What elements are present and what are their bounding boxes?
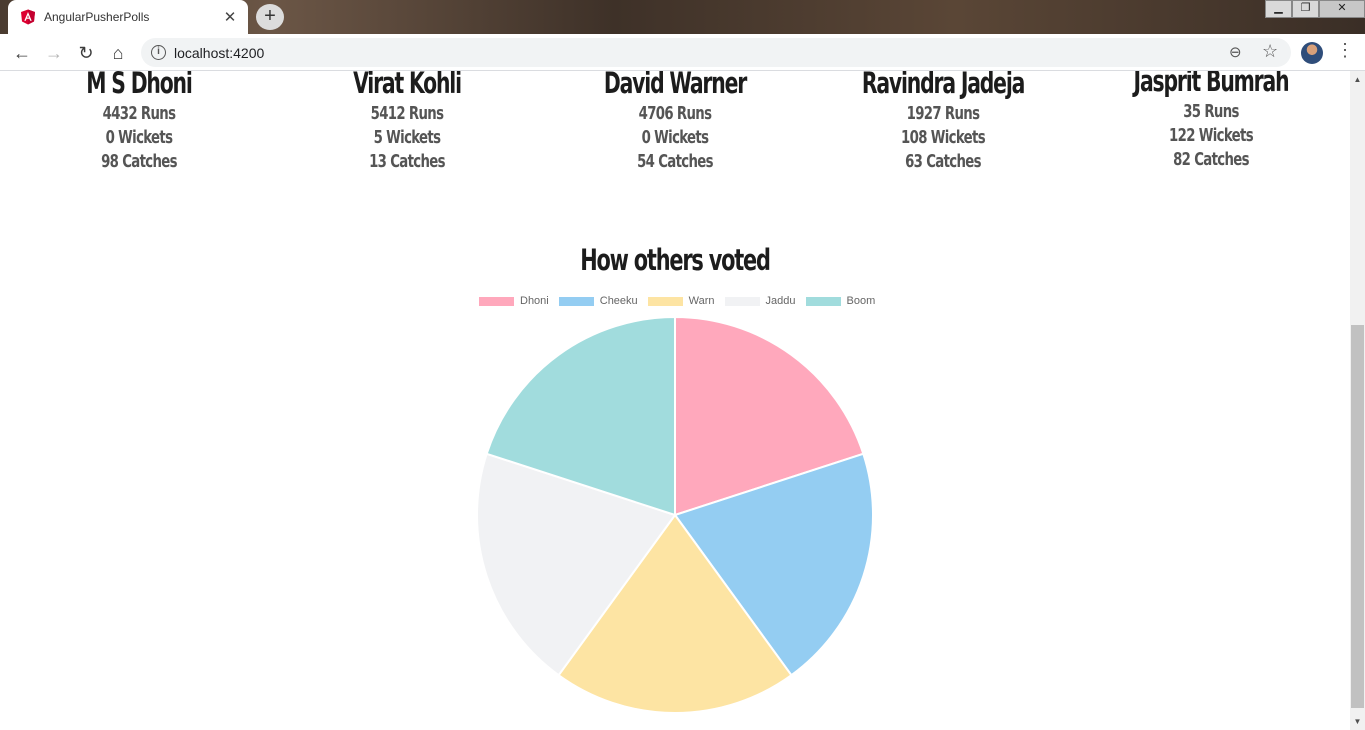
player-catches: 82 Catches [1173, 149, 1249, 170]
player-runs: 1927 Runs [906, 103, 980, 124]
player-wickets: 122 Wickets [1169, 125, 1254, 146]
player-wickets: 108 Wickets [901, 127, 986, 148]
player-name: M S Dhoni [86, 71, 193, 100]
info-icon[interactable]: i [151, 45, 166, 60]
legend-swatch [558, 296, 594, 306]
forward-arrow-icon[interactable]: → [45, 43, 63, 63]
browser-toolbar: ← → ↻ ⌂ i localhost:4200 ⊖ ☆ ⋮ [0, 34, 1365, 71]
player-card-jadeja[interactable]: Ravindra Jadeja 1927 Runs 108 Wickets 63… [823, 71, 1063, 174]
legend-item-jaddu[interactable]: Jaddu [724, 295, 796, 307]
zoom-icon[interactable]: ⊖ [1229, 44, 1242, 61]
tab-title: AngularPusherPolls [44, 10, 150, 24]
pie-slice-dhoni[interactable] [674, 315, 865, 517]
player-catches: 98 Catches [101, 151, 177, 172]
vertical-scrollbar[interactable]: ▲ ▼ [1350, 71, 1365, 730]
legend-label: Jaddu [765, 295, 796, 307]
player-card-dhoni[interactable]: M S Dhoni 4432 Runs 0 Wickets 98 Catches [19, 71, 259, 174]
legend-swatch [724, 296, 760, 306]
legend-swatch [805, 296, 841, 306]
new-tab-button[interactable]: + [256, 4, 284, 30]
legend-label: Cheeku [599, 295, 638, 307]
legend-item-cheeku[interactable]: Cheeku [558, 295, 638, 307]
player-card-kohli[interactable]: Virat Kohli 5412 Runs 5 Wickets 13 Catch… [287, 71, 527, 174]
address-bar[interactable]: i localhost:4200 ⊖ ☆ [141, 38, 1291, 67]
tab-close-icon[interactable]: ✕ [223, 9, 237, 26]
pie-slice-cheeku[interactable] [673, 452, 874, 677]
player-name: Jasprit Bumrah [1133, 71, 1290, 98]
reload-icon[interactable]: ↻ [78, 43, 94, 63]
legend-label: Dhoni [520, 295, 549, 307]
player-runs: 5412 Runs [370, 103, 444, 124]
player-wickets: 0 Wickets [641, 127, 709, 148]
page-content: M S Dhoni 4432 Runs 0 Wickets 98 Catches… [0, 71, 1350, 730]
player-card-warner[interactable]: David Warner 4706 Runs 0 Wickets 54 Catc… [555, 71, 795, 174]
player-catches: 54 Catches [637, 151, 713, 172]
legend-label: Warn [688, 295, 715, 307]
restore-button[interactable]: ❐ [1292, 0, 1319, 18]
chart-title: How others voted [580, 243, 771, 277]
chart-legend: Dhoni Cheeku Warn Jaddu Boom [479, 294, 885, 308]
player-card-bumrah[interactable]: Jasprit Bumrah 35 Runs 122 Wickets 82 Ca… [1091, 71, 1331, 172]
player-name: Ravindra Jadeja [861, 71, 1026, 100]
browser-tab[interactable]: AngularPusherPolls ✕ [8, 0, 248, 34]
minimize-button[interactable]: ▁ [1265, 0, 1292, 18]
kebab-menu-icon[interactable]: ⋮ [1336, 40, 1354, 60]
legend-swatch [647, 296, 683, 306]
legend-item-dhoni[interactable]: Dhoni [479, 295, 549, 307]
scroll-up-arrow-icon[interactable]: ▲ [1353, 75, 1362, 84]
player-wickets: 5 Wickets [373, 127, 441, 148]
close-window-button[interactable]: ✕ [1319, 0, 1365, 18]
back-arrow-icon[interactable]: ← [13, 43, 31, 63]
pie-slice-boom[interactable] [485, 315, 676, 517]
browser-title-bar: AngularPusherPolls ✕ + ▁ ❐ ✕ [0, 0, 1365, 34]
player-catches: 63 Catches [905, 151, 981, 172]
pie-slice-warn[interactable] [557, 513, 793, 714]
legend-swatch [479, 296, 514, 306]
home-icon[interactable]: ⌂ [112, 43, 124, 63]
url-text[interactable]: localhost:4200 [174, 45, 265, 61]
legend-label: Boom [846, 295, 876, 307]
scrollbar-thumb[interactable] [1351, 325, 1364, 708]
player-runs: 4706 Runs [638, 103, 712, 124]
legend-item-boom[interactable]: Boom [805, 295, 876, 307]
player-name: David Warner [603, 71, 747, 100]
player-runs: 4432 Runs [102, 103, 176, 124]
pie-slice-jaddu[interactable] [476, 452, 677, 677]
player-runs: 35 Runs [1183, 101, 1239, 122]
angular-logo-icon [21, 9, 35, 25]
player-name: Virat Kohli [353, 71, 462, 100]
player-catches: 13 Catches [369, 151, 445, 172]
vote-pie-chart [476, 315, 874, 714]
profile-avatar[interactable] [1301, 42, 1323, 64]
player-wickets: 0 Wickets [105, 127, 173, 148]
window-controls: ▁ ❐ ✕ [1265, 0, 1365, 18]
scroll-down-arrow-icon[interactable]: ▼ [1353, 717, 1362, 726]
star-icon[interactable]: ☆ [1262, 41, 1279, 61]
legend-item-warn[interactable]: Warn [647, 295, 715, 307]
